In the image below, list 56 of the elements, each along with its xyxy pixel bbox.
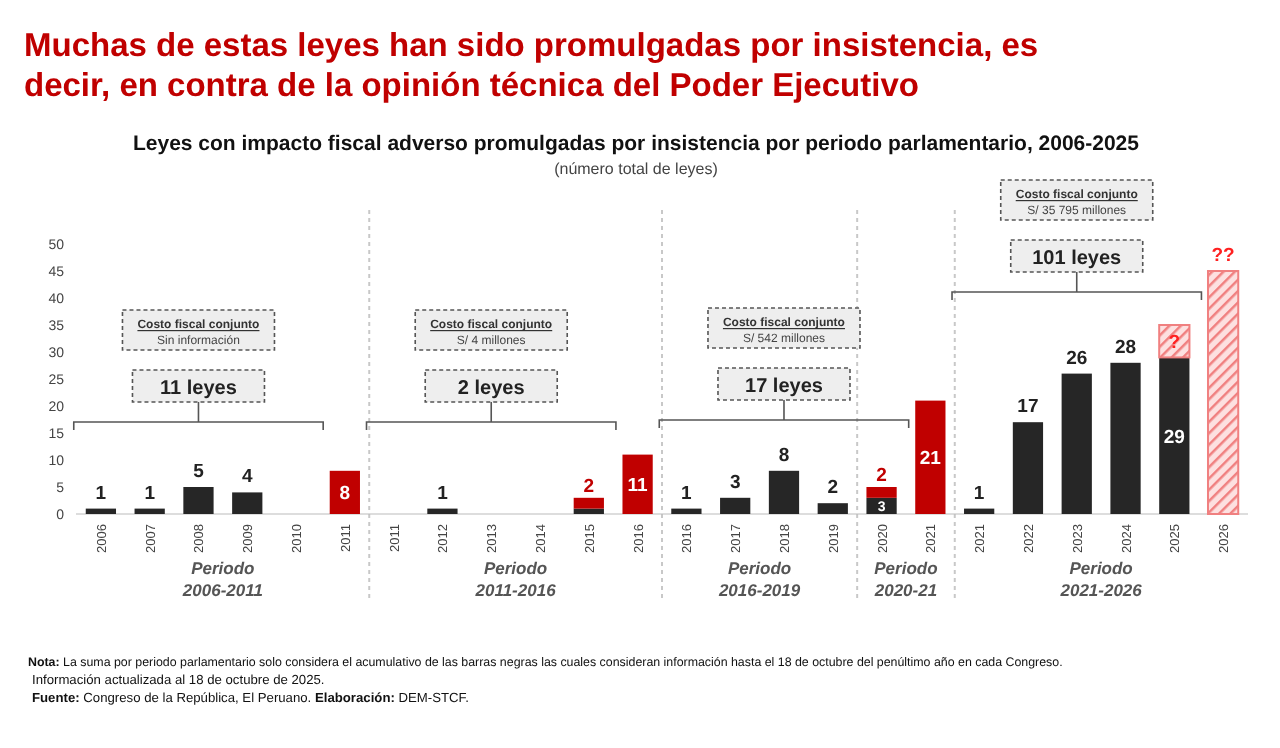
data-label: 8 bbox=[778, 444, 790, 467]
bar bbox=[622, 454, 653, 514]
bar bbox=[134, 508, 165, 514]
bar bbox=[866, 487, 897, 498]
text: Periodo 2011-2016 bbox=[473, 558, 557, 600]
bar bbox=[720, 497, 751, 514]
data-label: 28 bbox=[1114, 336, 1137, 359]
bar bbox=[1061, 373, 1092, 514]
text: Periodo 2006-2011 bbox=[180, 558, 264, 600]
bar bbox=[573, 508, 604, 514]
data-label: 26 bbox=[1066, 347, 1088, 370]
annotation: 11 leyes bbox=[160, 378, 238, 400]
bar bbox=[427, 508, 458, 514]
data-label: 1 bbox=[144, 482, 157, 505]
bar bbox=[817, 503, 848, 514]
chart-title: Muchas de estas leyes han sido promulgadas por insistencia, es decir, en contra de la opinión técnica del Poder Ejecutivo bbox=[24, 28, 1039, 104]
text: Periodo 2020-21 bbox=[872, 558, 938, 600]
bar bbox=[1158, 324, 1191, 359]
data-label: 1 bbox=[95, 482, 108, 505]
data-label: 3 bbox=[729, 471, 741, 494]
y-axis-title: (número total de leyes) bbox=[554, 160, 719, 178]
bar bbox=[671, 508, 702, 514]
data-label: 2 bbox=[827, 477, 839, 500]
data-label: 21 bbox=[919, 448, 943, 471]
bar bbox=[85, 508, 117, 514]
data-label: 1 bbox=[973, 482, 986, 505]
annotation: 17 leyes bbox=[745, 376, 824, 398]
data-label: 4 bbox=[241, 466, 254, 489]
bar bbox=[915, 400, 946, 514]
annotation: 101 leyes bbox=[1032, 248, 1123, 270]
bar bbox=[964, 508, 995, 514]
bar bbox=[866, 497, 897, 514]
data-label: 1 bbox=[681, 482, 694, 505]
data-label: 2 bbox=[583, 475, 595, 498]
bar bbox=[768, 470, 800, 514]
bar bbox=[183, 487, 214, 514]
bar bbox=[329, 470, 360, 514]
data-label: 2 bbox=[876, 465, 887, 487]
data-label: ? bbox=[1168, 332, 1181, 355]
annotation: 2 leyes bbox=[457, 378, 526, 400]
bar bbox=[1012, 422, 1044, 514]
bar bbox=[573, 497, 604, 509]
data-label: 11 bbox=[627, 475, 650, 498]
bar bbox=[1206, 270, 1240, 515]
text: Periodo 2016-2019 bbox=[716, 558, 801, 600]
chart-subtitle: Leyes con impacto fiscal adverso promulgadas por insistencia por periodo parlamentario, 2006-2025 bbox=[132, 132, 1140, 156]
data-label: 5 bbox=[193, 461, 206, 483]
bar bbox=[232, 492, 263, 514]
data-label: 29 bbox=[1163, 426, 1185, 449]
data-label: 8 bbox=[339, 483, 351, 506]
bar bbox=[1159, 357, 1190, 514]
bar bbox=[1110, 362, 1141, 514]
data-label: ?? bbox=[1211, 245, 1236, 267]
data-label: 1 bbox=[437, 482, 450, 505]
data-label: 17 bbox=[1017, 396, 1039, 419]
text: Periodo 2021-2026 bbox=[1058, 558, 1143, 600]
